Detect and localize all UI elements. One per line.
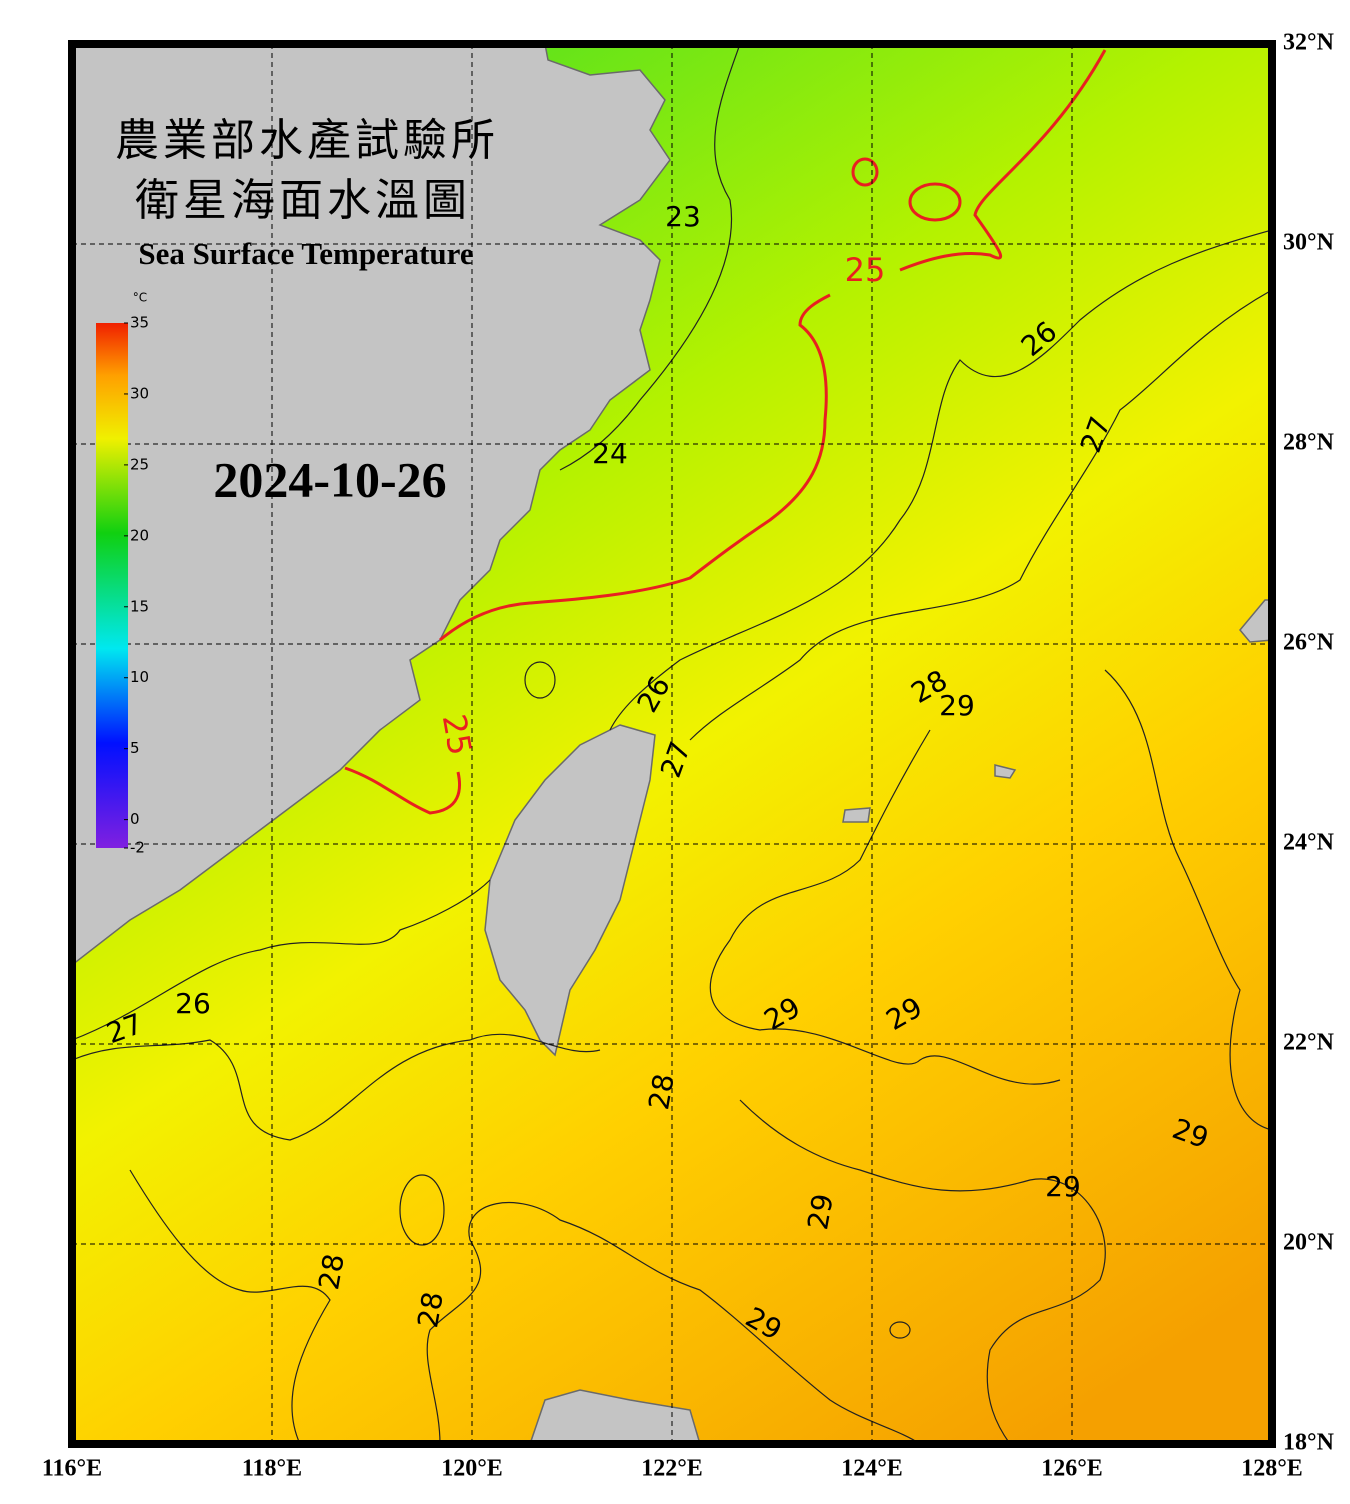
contour-label: 28 [411, 1289, 450, 1330]
isotherm [439, 293, 831, 642]
contour-label: 26 [175, 987, 211, 1020]
title-en: Sea Surface Temperature [138, 236, 473, 271]
colorbar-ticks: 35 30 25 20 15 10 5 0 -2 [124, 314, 149, 857]
lon-label: 124°E [841, 1456, 903, 1482]
isotherm [689, 289, 1273, 741]
isotherm [344, 766, 462, 815]
colorbar-tick-label: 30 [130, 384, 149, 402]
lat-label: 28°N [1283, 430, 1335, 456]
title-zh: 農業部水產試驗所 [115, 116, 499, 165]
contour-label: 28 [312, 1251, 351, 1292]
taiwan [484, 724, 656, 1057]
isotherm [889, 1321, 911, 1339]
colorbar-tick-label: 5 [130, 739, 140, 757]
date: 2024-10-26 [213, 451, 446, 507]
colorbar-tick-label: 35 [130, 314, 149, 332]
isotherm [1104, 669, 1273, 1131]
highlight-isotherm [344, 49, 1107, 815]
lon-label: 118°E [242, 1456, 302, 1482]
lat-label: 32°N [1283, 30, 1335, 56]
colorbar-tick-label: 20 [130, 526, 149, 544]
isotherm [129, 1169, 331, 1445]
land [71, 43, 1273, 1445]
colorbar-tick-label: 15 [130, 597, 149, 615]
contour-label: 28 [642, 1071, 681, 1112]
colorbar-tick-label: -2 [130, 839, 145, 857]
lat-label: 18°N [1283, 1430, 1335, 1456]
lon-label: 120°E [441, 1456, 503, 1482]
isotherm [709, 729, 1061, 1085]
contour-label: 25 [845, 251, 886, 289]
isotherm [851, 157, 879, 187]
contour-label: 29 [801, 1191, 840, 1232]
lon-label: 126°E [1041, 1456, 1103, 1482]
contour-label: 23 [665, 200, 701, 233]
lon-label: 122°E [641, 1456, 703, 1482]
isotherm [426, 1201, 921, 1445]
colorbar-unit: °C [133, 291, 147, 305]
contour-label: 29 [1045, 1170, 1081, 1203]
isotherm [609, 229, 1273, 731]
map-frame [68, 40, 1276, 1448]
isotherm [739, 1099, 1106, 1445]
island [994, 764, 1017, 779]
lon-label: 116°E [42, 1456, 102, 1482]
lat-label: 22°N [1283, 1030, 1335, 1056]
contour-label: 24 [592, 437, 628, 470]
lat-label: 20°N [1283, 1230, 1335, 1256]
lat-label: 30°N [1283, 230, 1335, 256]
isotherm [899, 49, 1107, 272]
isotherm [524, 661, 556, 699]
isotherm [908, 182, 962, 222]
island [842, 807, 871, 823]
isotherm [71, 879, 491, 1041]
colorbar-tick-label: 25 [130, 455, 149, 473]
colorbar-tick-label: 10 [130, 668, 149, 686]
lat-label: 24°N [1283, 830, 1335, 856]
isotherm [559, 43, 741, 471]
colorbar [96, 323, 128, 848]
lon-label: 128°E [1241, 1456, 1303, 1482]
colorbar-tick-label: 0 [130, 810, 140, 828]
contour-label: 29 [939, 689, 975, 722]
contour-label: 25 [435, 711, 479, 758]
mainland [71, 43, 671, 967]
lat-label: 26°N [1283, 630, 1335, 656]
isotherm [399, 1174, 445, 1246]
title-zh: 衛星海面水溫圖 [135, 176, 471, 225]
